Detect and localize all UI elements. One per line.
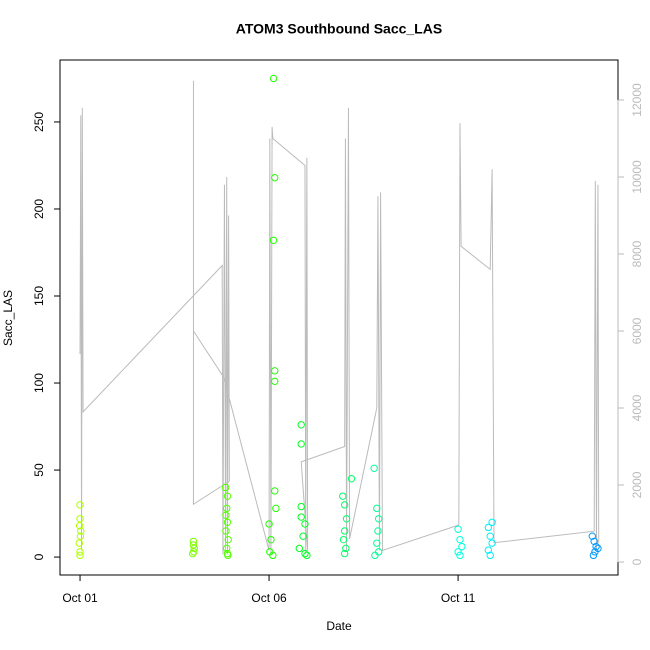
x-tick-label: Oct 06 bbox=[251, 591, 287, 605]
point bbox=[221, 483, 230, 492]
y2-tick-label: 12000 bbox=[630, 83, 644, 117]
point bbox=[374, 548, 383, 556]
point bbox=[340, 501, 349, 509]
y2-tick-label: 10000 bbox=[630, 160, 644, 194]
point bbox=[76, 548, 84, 556]
point bbox=[223, 492, 232, 500]
y-tick-label: 150 bbox=[32, 286, 46, 306]
point bbox=[297, 421, 305, 429]
point bbox=[222, 527, 230, 535]
point bbox=[297, 513, 305, 521]
point bbox=[484, 523, 493, 532]
point bbox=[370, 464, 378, 473]
y2-tick-label: 4000 bbox=[630, 394, 644, 421]
point bbox=[271, 367, 279, 375]
point bbox=[76, 515, 84, 523]
point bbox=[269, 551, 277, 560]
point bbox=[373, 504, 381, 513]
point bbox=[454, 548, 462, 556]
point bbox=[223, 504, 231, 513]
plot-frame bbox=[59, 59, 619, 576]
point bbox=[374, 515, 383, 523]
point bbox=[224, 535, 232, 544]
point bbox=[488, 518, 496, 526]
x-tick-label: Oct 11 bbox=[441, 591, 476, 605]
point bbox=[592, 542, 600, 551]
point bbox=[265, 520, 273, 528]
point bbox=[299, 532, 307, 540]
y-tick-label: 250 bbox=[32, 112, 46, 132]
y-tick-label: 100 bbox=[32, 373, 46, 393]
point bbox=[347, 475, 356, 483]
point bbox=[301, 549, 309, 558]
point bbox=[301, 520, 309, 528]
y2-tick-label: 6000 bbox=[630, 317, 644, 344]
point bbox=[590, 537, 598, 546]
point bbox=[456, 535, 464, 544]
point bbox=[374, 527, 382, 535]
point bbox=[486, 551, 494, 560]
point bbox=[271, 377, 279, 385]
point bbox=[303, 551, 311, 560]
y-tick-label: 0 bbox=[32, 553, 46, 560]
y-tick-label: 200 bbox=[32, 199, 46, 219]
point bbox=[189, 541, 198, 549]
point bbox=[484, 546, 493, 554]
point bbox=[340, 527, 349, 535]
point bbox=[271, 487, 279, 495]
point bbox=[75, 539, 83, 547]
y-axis-label: Sacc_LAS bbox=[1, 290, 15, 346]
point bbox=[454, 525, 462, 533]
point bbox=[188, 549, 197, 558]
point bbox=[271, 173, 279, 182]
point bbox=[222, 511, 230, 520]
y2-tick-label: 2000 bbox=[630, 471, 644, 498]
point bbox=[371, 551, 379, 560]
point bbox=[373, 539, 381, 547]
y2-tick-label: 0 bbox=[630, 558, 644, 565]
point bbox=[76, 551, 84, 560]
point bbox=[77, 527, 85, 535]
point bbox=[339, 492, 347, 500]
y2-axis: 0 2000 4000 6000 8000 10000 12000 bbox=[617, 83, 644, 565]
chart-title: ATOM3 Southbound Sacc_LAS bbox=[236, 21, 442, 37]
line-series bbox=[79, 80, 600, 555]
point bbox=[488, 539, 496, 547]
point bbox=[594, 544, 602, 553]
point bbox=[190, 544, 198, 553]
y2-tick-label: 8000 bbox=[630, 240, 644, 267]
point bbox=[223, 544, 231, 553]
point bbox=[342, 515, 351, 523]
point bbox=[588, 532, 596, 540]
point bbox=[76, 501, 84, 509]
point bbox=[339, 535, 348, 544]
y-axis: 0 50 100 150 200 250 bbox=[32, 112, 61, 560]
point bbox=[189, 537, 198, 546]
point bbox=[458, 542, 466, 551]
point bbox=[589, 551, 598, 560]
point bbox=[340, 549, 349, 558]
point bbox=[297, 440, 305, 448]
point bbox=[224, 551, 232, 560]
point bbox=[297, 502, 305, 511]
y-tick-label: 50 bbox=[32, 463, 46, 477]
point bbox=[272, 504, 280, 513]
point bbox=[76, 532, 85, 540]
point bbox=[190, 548, 198, 556]
point bbox=[295, 544, 304, 553]
point bbox=[269, 74, 278, 83]
point bbox=[223, 518, 232, 526]
point bbox=[267, 535, 275, 544]
point bbox=[269, 236, 278, 245]
point bbox=[456, 551, 464, 560]
point bbox=[75, 522, 84, 530]
x-axis: Oct 01 Oct 06 Oct 11 bbox=[62, 574, 476, 605]
x-axis-label: Date bbox=[326, 619, 352, 633]
x-tick-label: Oct 01 bbox=[62, 591, 98, 605]
point bbox=[486, 532, 494, 540]
point bbox=[342, 544, 350, 553]
